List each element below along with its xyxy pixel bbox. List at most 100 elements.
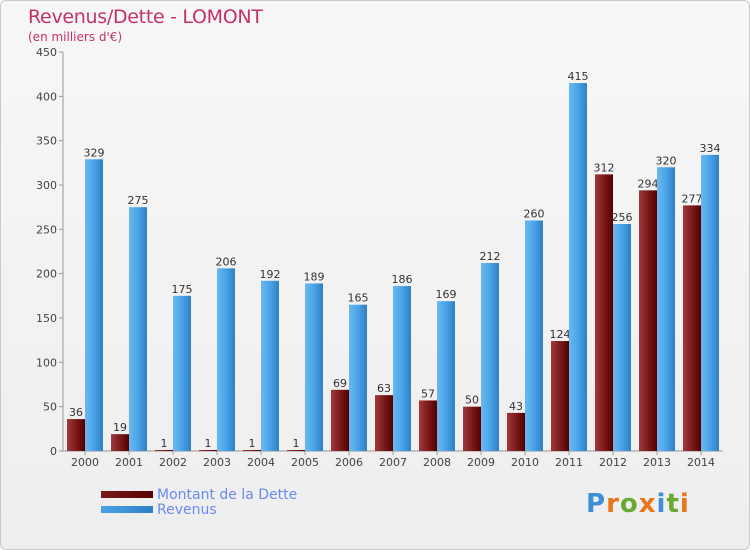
x-tick-label: 2006 — [335, 456, 363, 469]
legend-label-dette: Montant de la Dette — [157, 487, 298, 503]
bar-revenus — [393, 286, 411, 451]
bar-dette — [243, 450, 261, 451]
data-label: 50 — [465, 394, 479, 407]
bar-revenus — [701, 154, 719, 451]
bar-dette — [595, 174, 613, 452]
logo-letter: o — [619, 489, 639, 519]
data-label: 1 — [293, 437, 300, 450]
bar-dette — [683, 205, 701, 451]
data-label: 1 — [249, 437, 256, 450]
data-label: 189 — [304, 270, 325, 283]
y-tick-label: 150 — [36, 312, 57, 325]
data-label: 294 — [638, 177, 659, 190]
x-tick-label: 2009 — [467, 456, 495, 469]
logo-letter: r — [606, 489, 620, 519]
bar-dette — [463, 406, 481, 451]
bar-revenus — [481, 263, 499, 451]
bar-revenus — [525, 220, 543, 451]
bar-revenus — [349, 304, 367, 451]
data-label: 312 — [594, 161, 615, 174]
x-tick-label: 2011 — [555, 456, 583, 469]
legend-label-revenus: Revenus — [157, 502, 217, 518]
data-label: 329 — [84, 146, 105, 159]
logo-letter: i — [679, 489, 690, 519]
bar-revenus — [129, 207, 147, 451]
x-tick-label: 2005 — [291, 456, 319, 469]
logo-letter: i — [656, 489, 667, 519]
bar-dette — [67, 419, 85, 451]
chart-title: Revenus/Dette - LOMONT — [28, 6, 263, 28]
x-tick-label: 2000 — [71, 456, 99, 469]
data-label: 57 — [421, 387, 435, 400]
bar-dette — [551, 341, 569, 451]
bar-revenus — [305, 283, 323, 451]
bar-revenus — [261, 280, 279, 451]
logo-letter: x — [638, 489, 657, 519]
data-label: 165 — [348, 292, 369, 305]
x-tick-label: 2001 — [115, 456, 143, 469]
data-label: 212 — [480, 250, 501, 263]
bar-dette — [639, 190, 657, 451]
x-tick-label: 2007 — [379, 456, 407, 469]
x-tick-label: 2013 — [643, 456, 671, 469]
logo-letter: t — [666, 489, 680, 519]
y-tick-label: 200 — [36, 268, 57, 281]
bar-dette — [111, 434, 129, 451]
data-label: 260 — [524, 207, 545, 220]
data-label: 334 — [700, 142, 721, 155]
y-tick-label: 250 — [36, 223, 57, 236]
data-label: 206 — [216, 255, 237, 268]
bar-dette — [507, 412, 525, 451]
bar-revenus — [85, 159, 103, 451]
legend-swatch-dette — [101, 491, 153, 498]
y-tick-label: 50 — [43, 401, 57, 414]
data-label: 43 — [509, 400, 523, 413]
proxiti-logo: Proxiti — [586, 489, 690, 519]
data-label: 415 — [568, 70, 589, 83]
bar-dette — [287, 450, 305, 451]
data-label: 36 — [69, 406, 83, 419]
bar-revenus — [569, 83, 587, 452]
y-tick-label: 100 — [36, 356, 57, 369]
x-tick-label: 2010 — [511, 456, 539, 469]
y-tick-label: 350 — [36, 135, 57, 148]
bar-dette — [199, 450, 217, 451]
legend-swatch-revenus — [101, 506, 153, 513]
chart-subtitle: (en milliers d'€) — [28, 30, 123, 44]
x-tick-label: 2008 — [423, 456, 451, 469]
bar-dette — [419, 400, 437, 451]
x-tick-label: 2004 — [247, 456, 275, 469]
x-tick-label: 2003 — [203, 456, 231, 469]
data-label: 1 — [205, 437, 212, 450]
data-label: 63 — [377, 382, 391, 395]
bar-dette — [375, 395, 393, 451]
data-label: 186 — [392, 273, 413, 286]
data-label: 277 — [682, 192, 703, 205]
x-tick-label: 2012 — [599, 456, 627, 469]
bar-dette — [331, 389, 349, 451]
data-label: 192 — [260, 268, 281, 281]
y-tick-label: 0 — [50, 445, 57, 458]
y-tick-label: 450 — [36, 46, 57, 59]
data-label: 1 — [161, 437, 168, 450]
y-tick-label: 300 — [36, 179, 57, 192]
data-label: 124 — [550, 328, 571, 341]
logo-letter: P — [586, 489, 607, 519]
data-label: 320 — [656, 154, 677, 167]
bar-dette — [155, 450, 173, 451]
data-label: 256 — [612, 211, 633, 224]
data-label: 169 — [436, 288, 457, 301]
bar-revenus — [217, 268, 235, 451]
x-tick-label: 2002 — [159, 456, 187, 469]
data-label: 175 — [172, 283, 193, 296]
data-label: 69 — [333, 377, 347, 390]
bar-revenus — [657, 167, 675, 451]
data-label: 19 — [113, 421, 127, 434]
bar-revenus — [613, 224, 631, 451]
x-tick-label: 2014 — [687, 456, 715, 469]
bar-revenus — [437, 301, 455, 451]
data-label: 275 — [128, 194, 149, 207]
y-tick-label: 400 — [36, 90, 57, 103]
